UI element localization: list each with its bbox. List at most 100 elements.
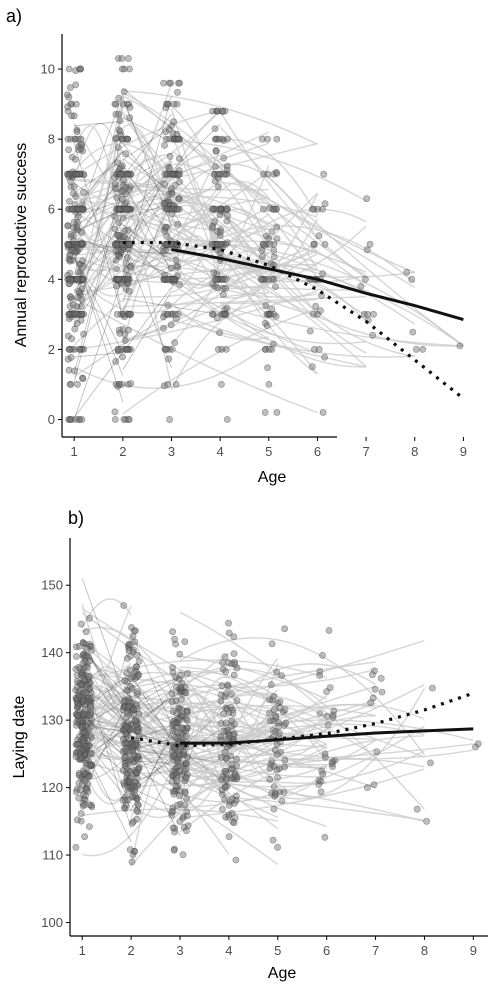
individual-curve (179, 758, 425, 803)
data-point (133, 652, 141, 659)
data-point (220, 170, 227, 178)
data-point (270, 275, 278, 283)
individual-segment (122, 250, 172, 255)
individual-curve (130, 661, 376, 711)
data-point (315, 345, 323, 353)
individual-segment (122, 96, 172, 227)
data-point (170, 790, 178, 798)
data-point (219, 310, 227, 318)
data-point (79, 660, 87, 667)
data-point (316, 307, 324, 315)
individual-segment (81, 685, 132, 727)
data-point (174, 220, 182, 228)
data-point (120, 779, 128, 787)
data-point (261, 409, 269, 416)
data-point (321, 353, 328, 361)
data-point (66, 252, 74, 260)
data-point (329, 711, 337, 719)
data-point (265, 310, 273, 318)
data-point (77, 65, 84, 73)
individual-curve (219, 258, 464, 347)
x-tick-label: 9 (470, 943, 477, 958)
individual-curve (122, 92, 318, 279)
data-point (183, 724, 191, 732)
data-point (170, 846, 178, 854)
individual-curve (228, 783, 425, 822)
individual-curve (122, 181, 367, 288)
individual-segment (81, 744, 132, 843)
panel-b-x-axis-title: Age (268, 965, 297, 982)
individual-curve (228, 796, 425, 821)
data-point (160, 247, 167, 255)
data-point (119, 797, 127, 804)
data-point (173, 205, 181, 213)
data-point (133, 739, 141, 747)
data-point (167, 79, 175, 87)
individual-curve (228, 688, 426, 800)
x-tick-label: 2 (119, 444, 126, 459)
individual-curve (73, 296, 318, 414)
individual-curve (170, 180, 270, 290)
data-point (259, 205, 267, 213)
data-point (83, 644, 91, 652)
x-tick-label: 1 (79, 943, 86, 958)
data-point (378, 688, 386, 696)
data-point (264, 170, 272, 178)
y-tick-label: 2 (48, 342, 55, 357)
individual-segment (73, 277, 124, 420)
data-point (67, 230, 75, 238)
individual-curve (228, 736, 376, 762)
data-point (219, 659, 226, 667)
data-point (222, 345, 230, 353)
data-point (120, 176, 127, 184)
data-point (118, 65, 126, 73)
data-point (183, 716, 191, 724)
data-point (320, 170, 328, 178)
data-point (210, 269, 218, 277)
individual-curve (81, 686, 327, 769)
data-point (321, 753, 329, 761)
data-point (78, 754, 86, 762)
data-point (224, 135, 231, 143)
data-point (113, 159, 121, 167)
data-point (273, 235, 281, 242)
data-point (269, 836, 277, 844)
data-point (74, 293, 81, 301)
data-point (68, 335, 76, 343)
data-point (70, 310, 78, 317)
data-point (165, 355, 173, 363)
data-point (70, 112, 78, 120)
data-point (75, 213, 82, 220)
data-point (281, 706, 289, 714)
data-point (130, 751, 138, 759)
data-point (72, 100, 80, 108)
data-point (211, 177, 219, 185)
individual-segment (81, 647, 132, 710)
data-point (121, 747, 129, 755)
individual-segment (130, 676, 181, 698)
data-point (78, 681, 86, 689)
data-point (183, 808, 191, 816)
data-point (160, 324, 167, 332)
individual-curve (73, 299, 124, 346)
data-point (133, 815, 141, 823)
data-point (64, 135, 72, 143)
data-point (118, 55, 126, 62)
individual-curve (73, 153, 172, 248)
data-point (67, 380, 75, 388)
individual-curve (74, 246, 270, 298)
data-point (174, 88, 181, 96)
x-tick-label: 3 (168, 444, 175, 459)
data-point (64, 332, 72, 340)
individual-segment (81, 694, 132, 794)
data-point (217, 240, 224, 248)
data-point (209, 222, 216, 230)
data-point (232, 797, 240, 804)
data-point (123, 254, 131, 261)
individual-segment (122, 224, 172, 263)
data-point (264, 275, 272, 283)
data-point (232, 856, 240, 864)
individual-segment (74, 200, 123, 218)
data-point (76, 416, 84, 423)
data-point (230, 650, 238, 657)
